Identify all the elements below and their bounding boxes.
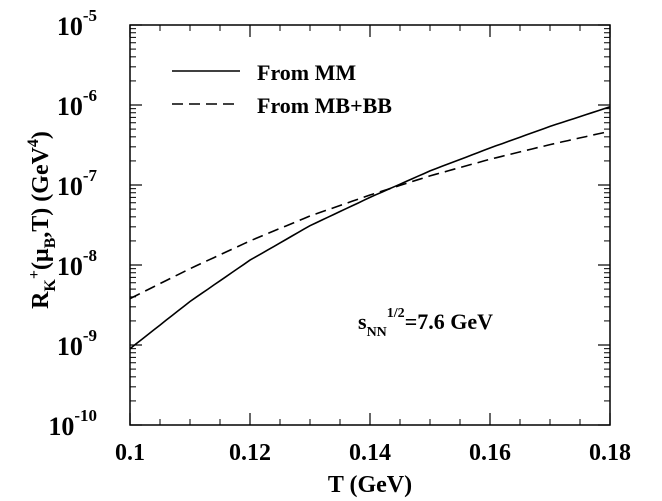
annotation-sub: NN — [367, 325, 387, 340]
energy-annotation: sNN1/2=7.6 GeV — [358, 306, 493, 340]
y-tick-labels: 10-10 10-9 10-8 10-7 10-6 10-5 — [48, 6, 97, 441]
legend-label-mbbb: From MB+BB — [257, 93, 392, 118]
x-axis-label: T (GeV) — [328, 472, 412, 498]
tick-marks — [129, 24, 611, 426]
y-tick-label: 10-10 — [48, 406, 97, 441]
y-tick-label: 10-8 — [57, 246, 97, 281]
y-tick-label: 10-5 — [57, 6, 97, 41]
x-tick-label: 0.16 — [469, 440, 511, 466]
y-tick-label: 10-7 — [57, 166, 98, 201]
series-line-0 — [129, 106, 611, 350]
y-axis-label: RK+(μB,T) (GeV4) — [25, 131, 59, 309]
annotation-sup: 1/2 — [387, 306, 405, 321]
plot-frame — [129, 24, 611, 426]
annotation-base: s — [358, 309, 367, 334]
x-tick-label: 0.14 — [349, 440, 391, 466]
legend: From MM From MB+BB — [172, 60, 392, 118]
annotation-rest: =7.6 GeV — [405, 309, 493, 334]
x-tick-labels: 0.1 0.12 0.14 0.16 0.18 — [115, 440, 631, 466]
legend-label-mm: From MM — [257, 60, 356, 85]
series-lines — [129, 106, 611, 350]
y-tick-label: 10-6 — [57, 86, 97, 121]
x-tick-label: 0.1 — [115, 440, 145, 466]
x-tick-label: 0.18 — [589, 440, 631, 466]
y-tick-label: 10-9 — [57, 326, 97, 361]
x-tick-label: 0.12 — [229, 440, 271, 466]
series-line-1 — [129, 130, 611, 300]
